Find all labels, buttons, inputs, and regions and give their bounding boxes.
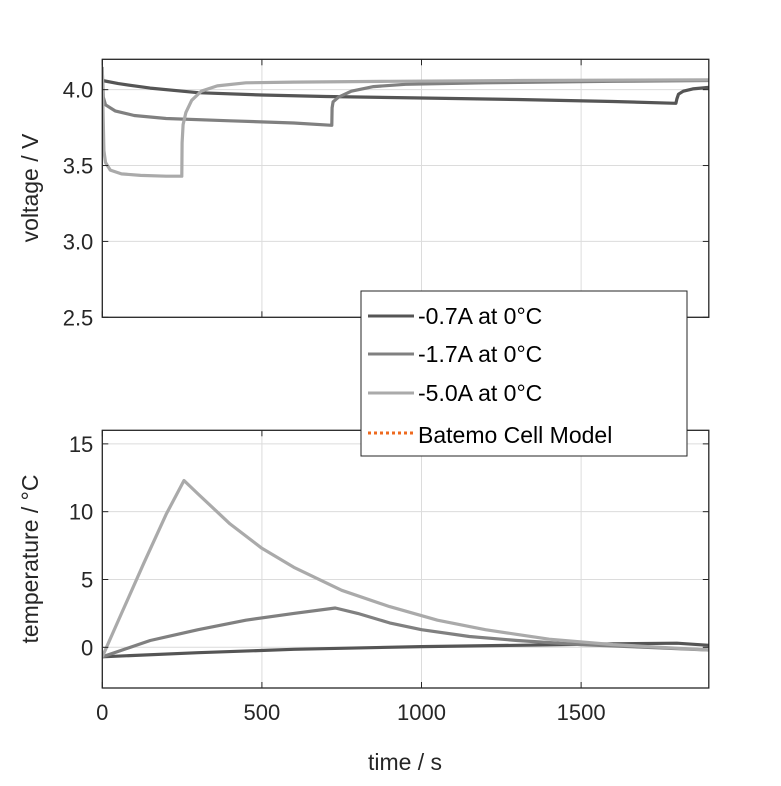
y-tick-label: 3.5 xyxy=(63,154,94,179)
series-line-1 xyxy=(102,71,709,127)
voltage-axes: 2.5 3.0 3.5 4.0 xyxy=(63,58,710,330)
y-tick-label: 10 xyxy=(69,500,93,525)
x-tick-label: 1500 xyxy=(557,700,606,725)
series-line-1 xyxy=(102,606,709,659)
legend-label-2: -5.0A at 0°C xyxy=(418,380,542,406)
y-tick-label: 2.5 xyxy=(63,305,94,330)
legend: -0.7A at 0°C -1.7A at 0°C -5.0A at 0°C B… xyxy=(360,290,688,457)
y-tick-label: 3.0 xyxy=(63,229,94,254)
x-tick-label: 0 xyxy=(96,700,108,725)
legend-label-3: Batemo Cell Model xyxy=(418,422,612,448)
y-tick-label: 5 xyxy=(81,567,93,592)
series-line-2 xyxy=(102,478,709,658)
series-line-0 xyxy=(102,641,709,659)
axes-box xyxy=(101,429,710,689)
legend-label-1: -1.7A at 0°C xyxy=(418,341,542,367)
temperature-axes: 0 500 1000 1500 0 5 10 15 xyxy=(69,429,710,725)
voltage-ylabel: voltage / V xyxy=(17,133,43,242)
x-tick-label: 1000 xyxy=(397,700,446,725)
series-line-2 xyxy=(102,66,709,178)
x-tick-label: 500 xyxy=(244,700,281,725)
temperature-ylabel: temperature / °C xyxy=(17,475,43,644)
y-tick-label: 15 xyxy=(69,432,93,457)
time-xlabel: time / s xyxy=(368,749,442,775)
legend-label-0: -0.7A at 0°C xyxy=(418,303,542,329)
y-tick-label: 0 xyxy=(81,635,93,660)
series-line-0 xyxy=(102,78,709,105)
y-tick-label: 4.0 xyxy=(63,78,94,103)
